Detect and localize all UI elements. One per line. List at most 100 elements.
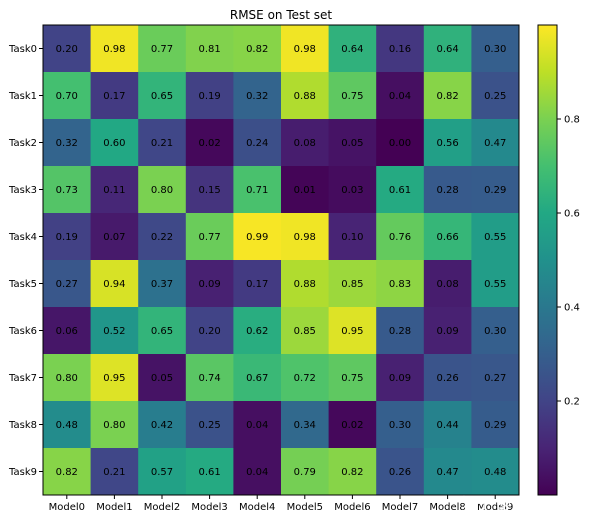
cell-value-label: 0.98 xyxy=(294,232,316,243)
x-tick-label: Model9 xyxy=(477,502,513,513)
cell-value-label: 0.94 xyxy=(103,279,125,290)
heatmap-cell xyxy=(423,448,472,496)
watermark-text: 知乎 @Lucius xyxy=(461,494,558,512)
y-tick-label: Task2 xyxy=(8,138,37,149)
cell-value-label: 0.80 xyxy=(151,185,173,196)
cell-value-label: 0.76 xyxy=(389,232,411,243)
cell-value-label: 0.57 xyxy=(151,467,173,478)
cell-value-label: 0.26 xyxy=(389,467,411,478)
cell-value-label: 0.47 xyxy=(484,138,506,149)
heatmap-cell xyxy=(90,213,139,261)
cell-value-label: 0.55 xyxy=(484,232,506,243)
heatmap-cell xyxy=(233,213,282,261)
heatmap-cell xyxy=(471,260,520,308)
cell-value-label: 0.27 xyxy=(56,279,78,290)
cell-value-label: 0.62 xyxy=(246,326,268,337)
heatmap-cell xyxy=(185,260,234,308)
heatmap-cell xyxy=(376,448,425,496)
heatmap-cell xyxy=(233,354,282,402)
heatmap-cell xyxy=(185,307,234,355)
y-tick-label: Task5 xyxy=(8,279,37,290)
cell-value-label: 0.19 xyxy=(56,232,78,243)
heatmap-cell xyxy=(90,307,139,355)
heatmap-cell xyxy=(281,25,330,73)
heatmap-cell xyxy=(423,401,472,449)
heatmap-cell xyxy=(376,119,425,167)
cell-value-label: 0.81 xyxy=(198,44,220,55)
heatmap-cell xyxy=(376,213,425,261)
heatmap-cell xyxy=(185,166,234,214)
cell-value-label: 0.15 xyxy=(198,185,220,196)
heatmap-cell-labels: 0.20 0.98 0.77 0.81 0.82 0.98 0.64 0.16 0.64 0.30… xyxy=(56,44,507,478)
cell-value-label: 0.30 xyxy=(484,44,506,55)
cell-value-label: 0.03 xyxy=(341,185,363,196)
heatmap-cell xyxy=(233,260,282,308)
cell-value-label: 0.48 xyxy=(56,420,78,431)
cell-value-label: 0.85 xyxy=(341,279,363,290)
cell-value-label: 0.67 xyxy=(246,373,268,384)
x-tick-label: Model0 xyxy=(49,502,85,513)
cell-value-label: 0.29 xyxy=(484,420,506,431)
heatmap-cells xyxy=(43,25,520,496)
y-tick-label: Task7 xyxy=(8,373,37,384)
cell-value-label: 0.19 xyxy=(198,91,220,102)
heatmap-cell xyxy=(233,119,282,167)
cell-value-label: 0.65 xyxy=(151,326,173,337)
heatmap-cell xyxy=(423,166,472,214)
cell-value-label: 0.10 xyxy=(341,232,363,243)
cell-value-label: 0.55 xyxy=(484,279,506,290)
cell-value-label: 0.77 xyxy=(198,232,220,243)
heatmap-cell xyxy=(423,260,472,308)
heatmap-cell xyxy=(471,166,520,214)
heatmap-cell xyxy=(423,25,472,73)
cell-value-label: 0.22 xyxy=(151,232,173,243)
heatmap-cell xyxy=(471,119,520,167)
y-tick-label: Task1 xyxy=(8,91,37,102)
heatmap-cell xyxy=(328,25,377,73)
cell-value-label: 0.56 xyxy=(436,138,458,149)
heatmap-cell xyxy=(423,307,472,355)
heatmap-cell xyxy=(281,260,330,308)
cell-value-label: 0.61 xyxy=(389,185,411,196)
heatmap-cell xyxy=(138,448,187,496)
heatmap-cell xyxy=(376,25,425,73)
y-tick-label: Task9 xyxy=(8,467,37,478)
cell-value-label: 0.30 xyxy=(484,326,506,337)
heatmap-cell xyxy=(281,307,330,355)
y-tick-label: Task4 xyxy=(8,232,37,243)
heatmap-cell xyxy=(328,119,377,167)
cell-value-label: 0.06 xyxy=(56,326,78,337)
heatmap-cell xyxy=(43,166,92,214)
cell-value-label: 0.82 xyxy=(246,44,268,55)
cell-value-label: 0.05 xyxy=(151,373,173,384)
heatmap-cell xyxy=(281,448,330,496)
heatmap-cell xyxy=(328,213,377,261)
cell-value-label: 0.04 xyxy=(246,420,268,431)
cell-value-label: 0.79 xyxy=(294,467,316,478)
cell-value-label: 0.27 xyxy=(484,373,506,384)
cell-value-label: 0.47 xyxy=(436,467,458,478)
cell-value-label: 0.04 xyxy=(389,91,411,102)
heatmap-cell xyxy=(471,72,520,120)
heatmap-cell xyxy=(376,354,425,402)
cell-value-label: 0.21 xyxy=(151,138,173,149)
y-tick-label: Task6 xyxy=(8,326,37,337)
cell-value-label: 0.61 xyxy=(198,467,220,478)
cell-value-label: 0.72 xyxy=(294,373,316,384)
cell-value-label: 0.17 xyxy=(246,279,268,290)
heatmap-cell xyxy=(138,166,187,214)
heatmap-cell xyxy=(138,307,187,355)
cell-value-label: 0.25 xyxy=(484,91,506,102)
heatmap-cell xyxy=(90,401,139,449)
heatmap-cell xyxy=(43,72,92,120)
heatmap-cell xyxy=(90,166,139,214)
heatmap-cell xyxy=(233,166,282,214)
heatmap-cell xyxy=(43,260,92,308)
heatmap-cell xyxy=(281,119,330,167)
cell-value-label: 0.83 xyxy=(389,279,411,290)
cell-value-label: 0.08 xyxy=(294,138,316,149)
heatmap-cell xyxy=(185,119,234,167)
heatmap-cell xyxy=(376,307,425,355)
colorbar-tick-label: 0.8 xyxy=(564,115,580,126)
